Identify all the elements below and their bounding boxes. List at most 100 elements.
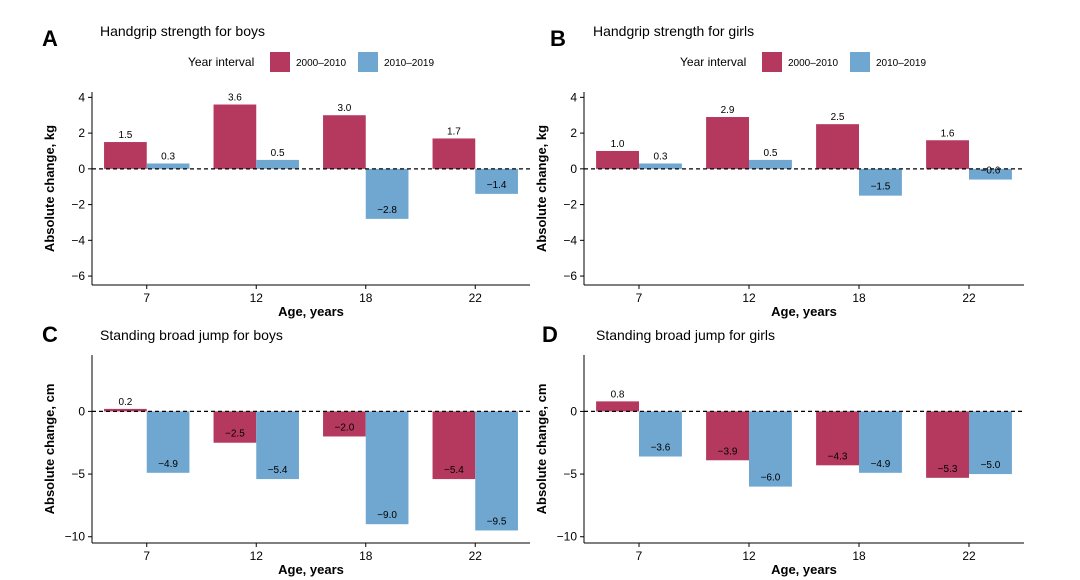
- y-tick-label: 0: [78, 162, 85, 176]
- panel-b: B Handgrip strength for girls Year interva…: [534, 23, 1024, 319]
- data-label: −2.0: [335, 422, 355, 433]
- data-label: −5.0: [981, 460, 1001, 471]
- y-axis-title: Absolute change, kg: [534, 125, 549, 252]
- x-tick-label: 22: [962, 549, 976, 563]
- y-tick-label: 4: [570, 90, 577, 104]
- y-tick-label: 0: [570, 404, 577, 418]
- bar: [365, 168, 409, 219]
- bar: [475, 411, 518, 531]
- data-label: −3.6: [651, 443, 671, 454]
- panel-title: Standing broad jump for boys: [100, 327, 283, 343]
- x-tick-label: 18: [852, 549, 866, 563]
- bar: [816, 411, 859, 466]
- y-tick-label: −6: [563, 269, 577, 283]
- y-tick-label: −2: [71, 198, 85, 212]
- y-tick-label: −5: [71, 467, 85, 481]
- data-label: −1.5: [871, 182, 891, 193]
- data-label: 2.5: [831, 112, 845, 123]
- legend-title: Year interval: [188, 55, 254, 69]
- data-label: 1.0: [611, 139, 625, 150]
- x-tick-label: 7: [143, 549, 150, 563]
- y-axis-title: Absolute change, cm: [534, 384, 549, 515]
- bar: [749, 159, 792, 169]
- bar: [596, 401, 639, 412]
- bar: [706, 117, 749, 169]
- data-label: −2.8: [377, 205, 397, 216]
- bar: [596, 150, 639, 169]
- legend: Year interval 2000–2010 2010–2019: [188, 52, 434, 72]
- data-label: −5.4: [444, 465, 464, 476]
- y-tick-label: −5: [563, 467, 577, 481]
- legend-swatch: [850, 52, 870, 72]
- data-label: −1.4: [487, 180, 507, 191]
- data-label: 3.6: [228, 93, 242, 104]
- bar: [104, 408, 147, 412]
- x-tick-label: 12: [742, 291, 756, 305]
- data-label: 1.5: [118, 130, 132, 141]
- x-tick-label: 12: [250, 291, 264, 305]
- x-tick-label: 18: [852, 291, 866, 305]
- data-label: 0.3: [653, 151, 667, 162]
- data-label: 1.6: [941, 128, 955, 139]
- y-axis-title: Absolute change, cm: [42, 384, 57, 515]
- data-label: −6.0: [761, 473, 781, 484]
- y-tick-label: −6: [71, 269, 85, 283]
- data-label: 0.5: [763, 148, 777, 159]
- legend-swatch: [270, 52, 290, 72]
- y-tick-label: −10: [557, 530, 578, 544]
- data-label: −2.5: [225, 429, 245, 440]
- panel-letter: D: [542, 322, 558, 347]
- bar: [706, 411, 749, 461]
- x-tick-label: 12: [742, 549, 756, 563]
- data-label: 2.9: [721, 105, 735, 116]
- bar: [639, 163, 682, 169]
- x-tick-label: 7: [636, 291, 643, 305]
- x-tick-label: 22: [962, 291, 976, 305]
- panel-a: A Handgrip strength for boys Year interval…: [42, 23, 530, 319]
- bar: [323, 411, 366, 437]
- bar: [104, 142, 147, 169]
- legend-swatch: [762, 52, 782, 72]
- x-tick-label: 18: [359, 291, 373, 305]
- x-tick-label: 22: [469, 291, 483, 305]
- legend-label: 2000–2010: [788, 58, 838, 69]
- data-label: 0.2: [118, 397, 132, 408]
- legend-label: 2000–2010: [296, 58, 346, 69]
- bar: [146, 163, 190, 169]
- bar: [256, 411, 299, 480]
- x-tick-label: 18: [359, 549, 373, 563]
- data-label: −4.9: [871, 459, 891, 470]
- panel-title: Handgrip strength for girls: [593, 23, 754, 39]
- bar: [859, 411, 902, 473]
- legend-title: Year interval: [680, 55, 746, 69]
- x-tick-label: 22: [469, 549, 483, 563]
- x-axis-title: Age, years: [771, 562, 837, 577]
- data-label: −0.6: [981, 166, 1001, 177]
- panel-letter: A: [42, 26, 58, 51]
- data-label: −3.9: [718, 446, 738, 457]
- bar: [639, 411, 682, 457]
- y-tick-label: 2: [78, 126, 85, 140]
- y-tick-label: −4: [563, 233, 577, 247]
- panel-title: Standing broad jump for girls: [596, 327, 775, 343]
- data-label: −9.5: [487, 516, 507, 527]
- bar: [749, 411, 792, 487]
- data-label: 1.7: [447, 126, 461, 137]
- y-tick-label: −2: [563, 198, 577, 212]
- data-label: 0.8: [611, 389, 625, 400]
- y-tick-label: −4: [71, 233, 85, 247]
- x-axis-title: Age, years: [278, 304, 344, 319]
- bar: [926, 140, 969, 169]
- bar: [475, 168, 518, 194]
- bar: [926, 411, 969, 478]
- x-tick-label: 7: [143, 291, 150, 305]
- bar: [432, 411, 476, 480]
- bar: [365, 411, 409, 525]
- bar: [859, 168, 902, 196]
- legend-swatch: [358, 52, 378, 72]
- x-axis-title: Age, years: [771, 304, 837, 319]
- data-label: −4.3: [828, 451, 848, 462]
- legend-label: 2010–2019: [876, 58, 926, 69]
- bar: [432, 138, 476, 169]
